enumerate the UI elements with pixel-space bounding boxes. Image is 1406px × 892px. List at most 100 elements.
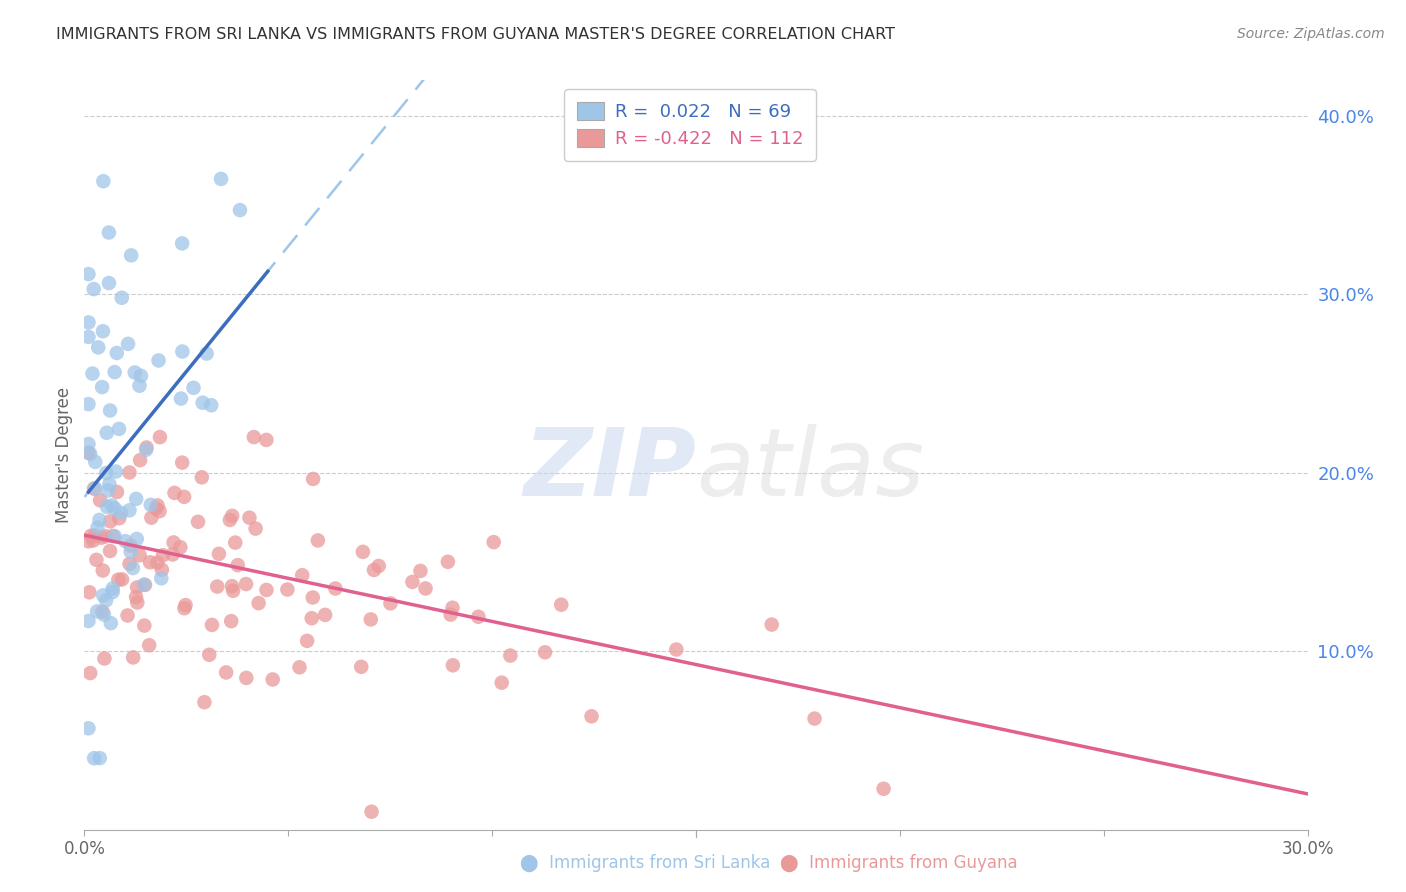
- Point: [360, 805, 382, 819]
- Point: [118, 557, 141, 571]
- Point: [201, 618, 224, 632]
- Point: [302, 472, 325, 486]
- Point: [226, 558, 249, 573]
- Point: [235, 671, 257, 685]
- Point: [243, 430, 266, 444]
- Point: [118, 503, 141, 517]
- Point: [872, 781, 894, 796]
- Point: [138, 638, 160, 652]
- Point: [276, 582, 298, 597]
- Point: [229, 203, 252, 218]
- Point: [187, 515, 209, 529]
- Point: [77, 267, 100, 281]
- Text: Source: ZipAtlas.com: Source: ZipAtlas.com: [1237, 27, 1385, 41]
- Point: [581, 709, 603, 723]
- Point: [149, 430, 172, 444]
- Point: [110, 506, 132, 520]
- Point: [441, 658, 464, 673]
- Point: [174, 598, 197, 612]
- Point: [82, 367, 104, 381]
- Point: [114, 534, 136, 549]
- Point: [120, 545, 142, 559]
- Point: [93, 174, 115, 188]
- Point: [350, 660, 373, 674]
- Point: [103, 501, 125, 516]
- Point: [162, 535, 184, 549]
- Point: [224, 535, 246, 549]
- Point: [105, 346, 128, 360]
- Point: [141, 510, 163, 524]
- Point: [125, 491, 148, 506]
- Point: [128, 548, 150, 562]
- Point: [288, 660, 311, 674]
- Point: [86, 553, 108, 567]
- Point: [97, 226, 120, 240]
- Point: [314, 607, 336, 622]
- Point: [146, 499, 169, 513]
- Point: [89, 513, 111, 527]
- Point: [125, 532, 148, 546]
- Point: [105, 485, 128, 500]
- Point: [247, 596, 270, 610]
- Point: [94, 593, 117, 607]
- Point: [209, 172, 232, 186]
- Point: [193, 695, 215, 709]
- Point: [152, 548, 174, 562]
- Point: [84, 455, 107, 469]
- Point: [77, 614, 100, 628]
- Point: [301, 611, 323, 625]
- Point: [191, 395, 214, 409]
- Text: atlas: atlas: [696, 425, 924, 516]
- Point: [77, 397, 100, 411]
- Point: [295, 633, 318, 648]
- Point: [108, 422, 131, 436]
- Point: [169, 540, 191, 554]
- Point: [148, 353, 170, 368]
- Point: [101, 499, 124, 513]
- Point: [215, 665, 238, 680]
- Point: [170, 392, 193, 406]
- Point: [98, 477, 121, 491]
- Point: [77, 721, 100, 735]
- Point: [91, 605, 114, 619]
- Point: [307, 533, 329, 548]
- Point: [401, 574, 423, 589]
- Point: [803, 712, 825, 726]
- Point: [173, 490, 195, 504]
- Point: [195, 346, 218, 360]
- Point: [325, 582, 347, 596]
- Point: [550, 598, 572, 612]
- Point: [77, 330, 100, 344]
- Point: [219, 513, 242, 527]
- Point: [96, 466, 118, 480]
- Point: [191, 470, 214, 484]
- Point: [439, 607, 461, 622]
- Point: [77, 315, 100, 329]
- Point: [91, 588, 114, 602]
- Point: [93, 607, 115, 622]
- Point: [79, 666, 101, 681]
- Point: [467, 609, 489, 624]
- Point: [149, 504, 172, 518]
- Point: [80, 529, 103, 543]
- Point: [380, 596, 402, 610]
- Point: [91, 564, 114, 578]
- Point: [173, 601, 195, 615]
- Point: [172, 344, 194, 359]
- Point: [98, 514, 121, 528]
- Point: [409, 564, 432, 578]
- Point: [245, 522, 267, 536]
- Point: [482, 535, 505, 549]
- Point: [128, 378, 150, 392]
- Point: [172, 456, 194, 470]
- Point: [91, 324, 114, 338]
- Text: ⬤  Immigrants from Sri Lanka: ⬤ Immigrants from Sri Lanka: [520, 855, 770, 872]
- Point: [77, 446, 100, 460]
- Point: [367, 558, 389, 573]
- Point: [111, 291, 134, 305]
- Point: [172, 236, 194, 251]
- Point: [135, 442, 157, 457]
- Point: [134, 578, 156, 592]
- Point: [101, 529, 124, 543]
- Point: [437, 555, 460, 569]
